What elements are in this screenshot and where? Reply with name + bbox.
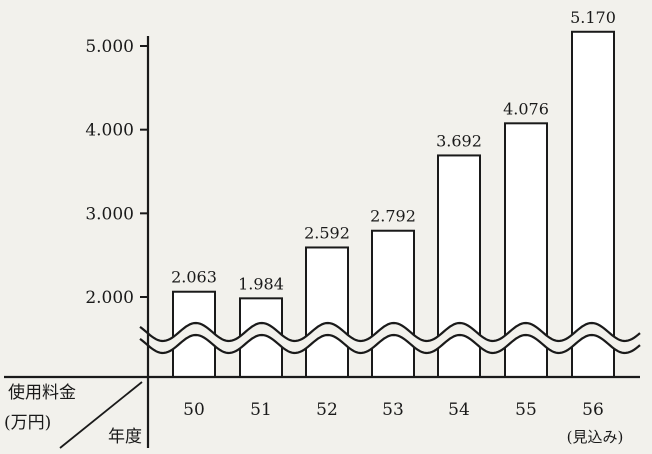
x-category-sublabel-56: (見込み) (567, 428, 624, 446)
x-category-label-50: 50 (183, 400, 205, 420)
bar-52 (305, 246, 349, 378)
value-label-53: 2.792 (370, 207, 416, 226)
value-label-52: 2.592 (304, 223, 350, 242)
x-category-label-53: 53 (382, 400, 404, 420)
value-label-51: 1.984 (238, 274, 284, 293)
x-category-label-56: 56 (582, 400, 604, 420)
y-axis-label-line2: (万円) (4, 413, 51, 433)
x-category-label-51: 51 (250, 400, 272, 420)
value-label-50: 2.063 (171, 268, 217, 287)
bar-53 (371, 229, 415, 378)
y-tick-label-3000: 3.000 (85, 204, 134, 224)
x-category-label-52: 52 (316, 400, 338, 420)
value-label-56: 5.170 (570, 8, 616, 27)
y-tick-label-4000: 4.000 (85, 121, 134, 141)
x-category-label-54: 54 (448, 400, 470, 420)
x-axis-label: 年度 (108, 427, 142, 447)
value-label-55: 4.076 (503, 99, 549, 118)
axis-break-line-upper (139, 321, 641, 343)
x-category-label-55: 55 (515, 400, 537, 420)
y-axis-label-line1: 使用料金 (8, 382, 76, 403)
y-tick-label-2000: 2.000 (85, 288, 134, 308)
axis-break-line-lower (139, 333, 641, 355)
value-label-54: 3.692 (436, 131, 482, 150)
axis-break-band (140, 323, 640, 353)
corner-diagonal (59, 381, 143, 449)
y-tick-label-5000: 5.000 (85, 37, 134, 57)
